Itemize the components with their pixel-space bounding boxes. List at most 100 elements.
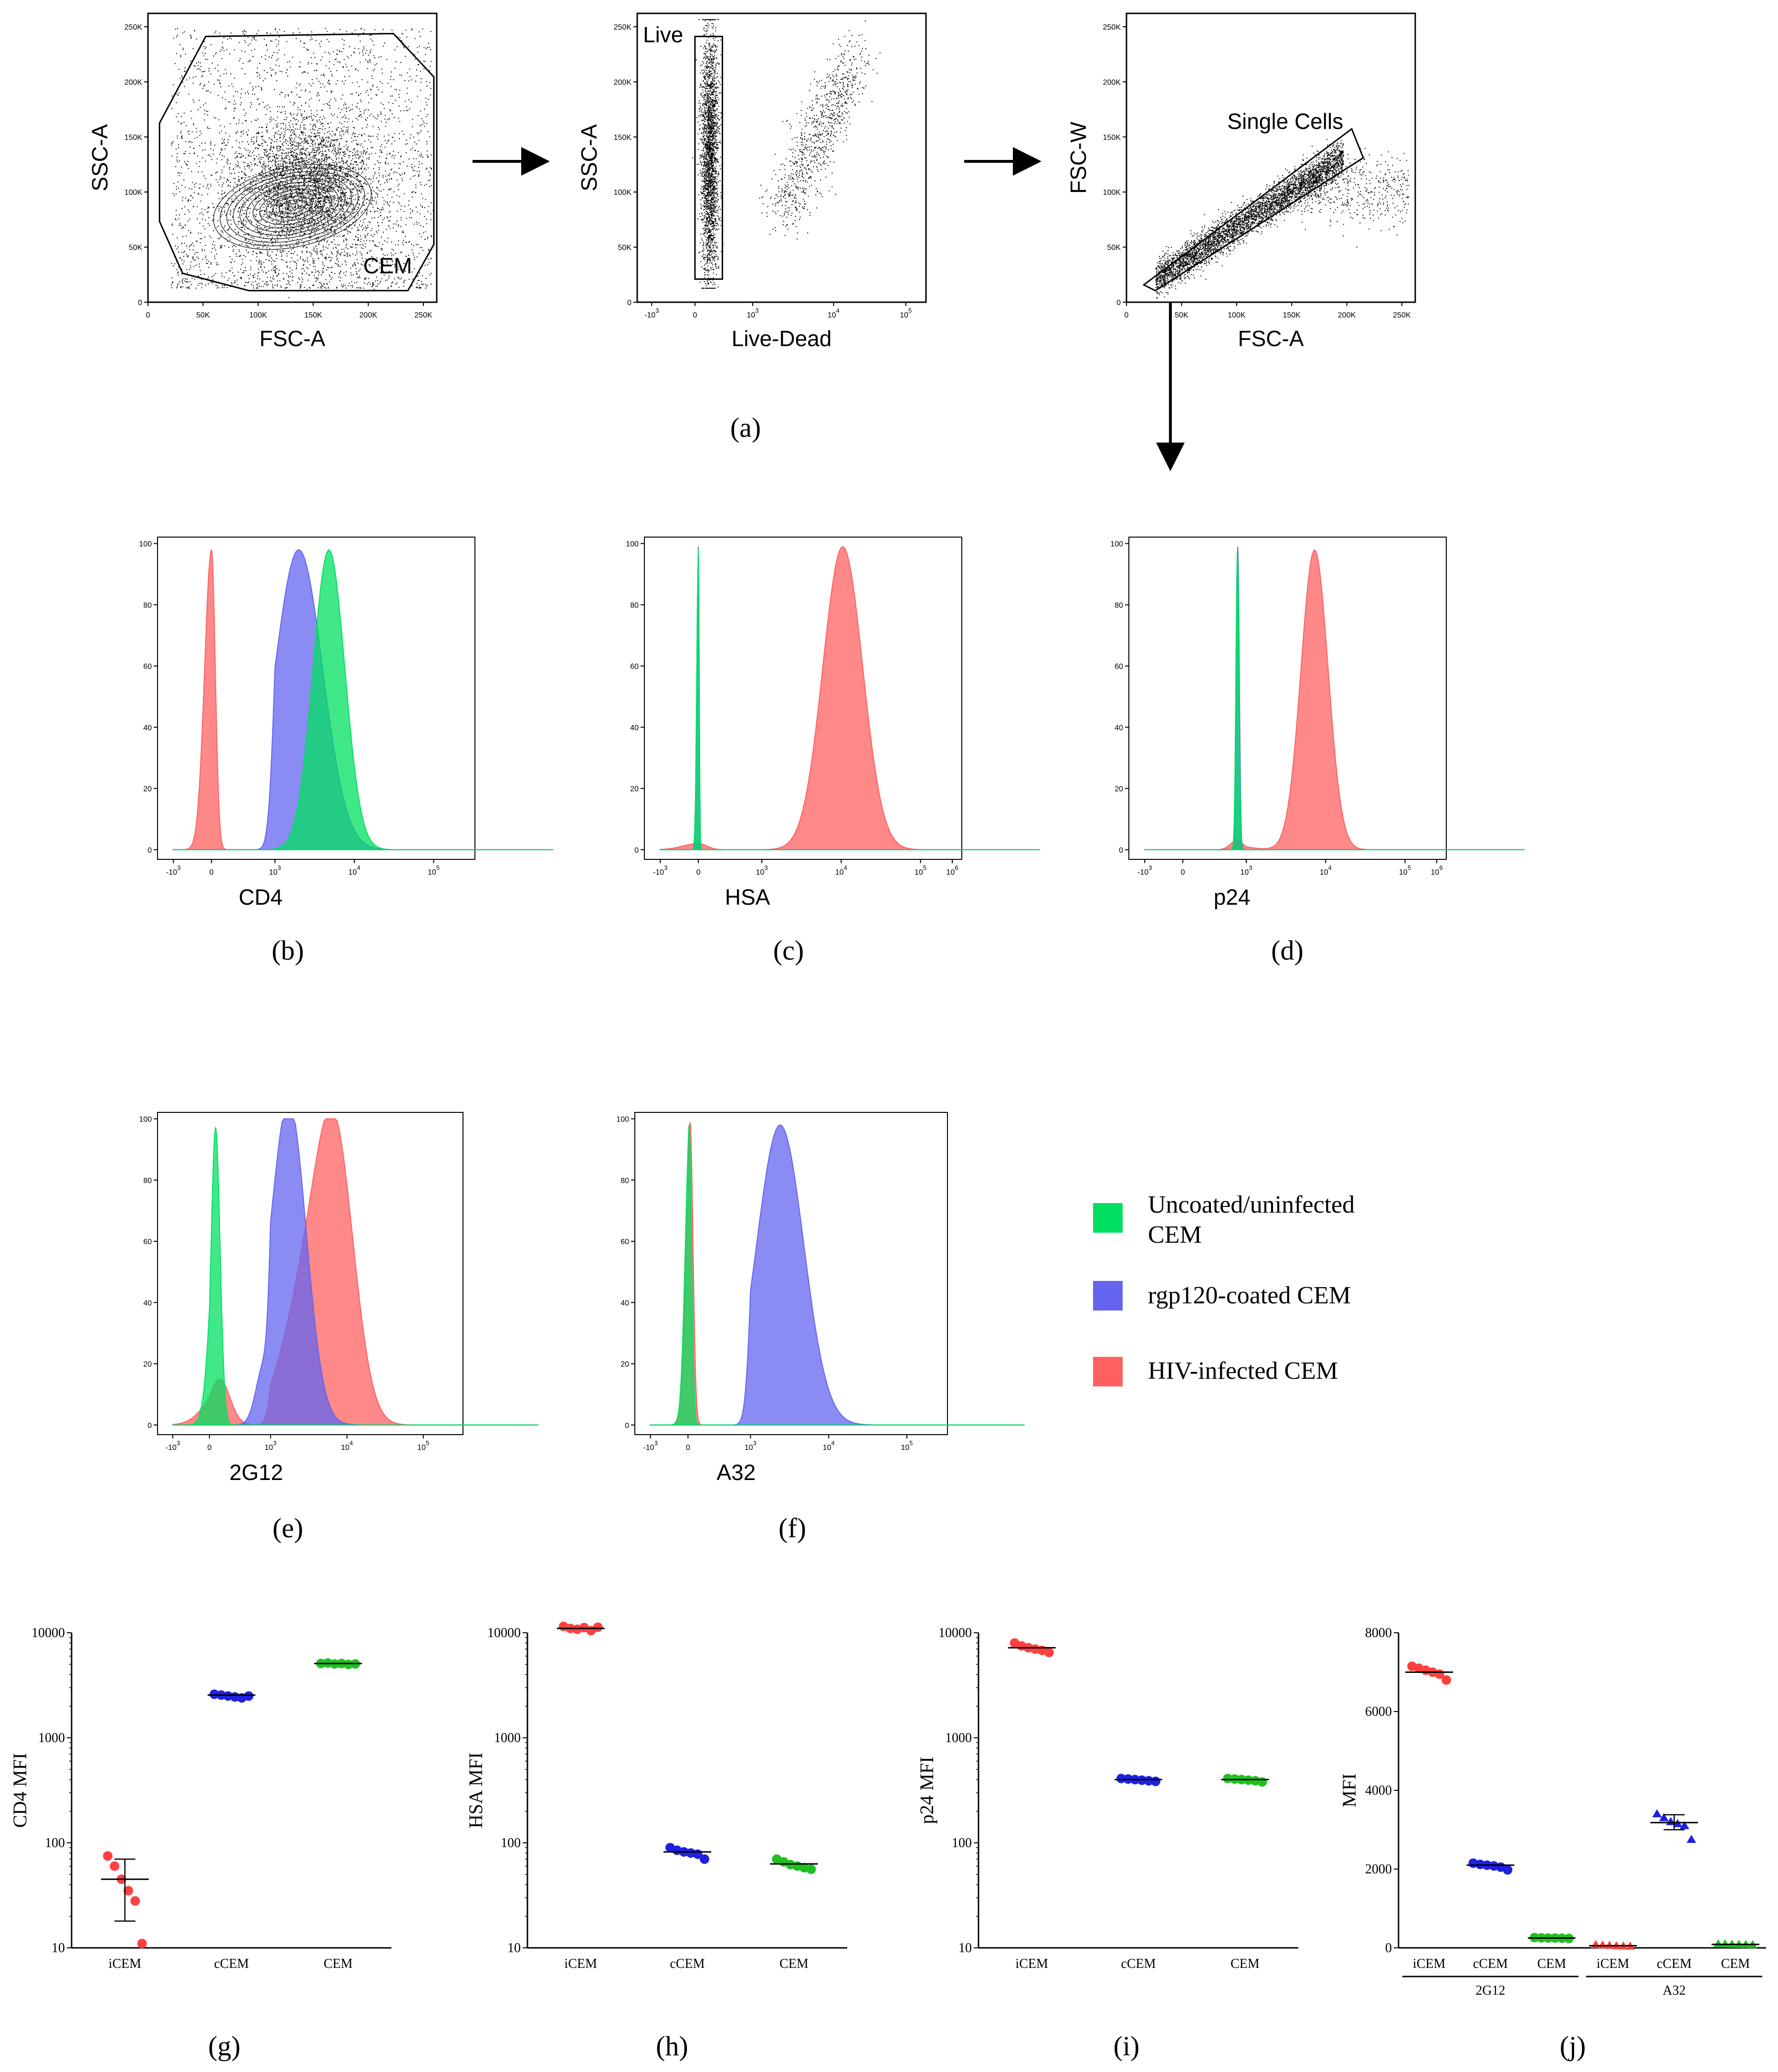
gate-label: CEM — [363, 254, 412, 278]
x-tick-label: 103 — [269, 864, 281, 877]
density-contour — [232, 174, 352, 240]
y-tick-label: 60 — [1115, 663, 1123, 671]
x-tick-label: CEM — [1721, 1956, 1750, 1971]
plot-frame — [1126, 12, 1416, 303]
data-point — [123, 1886, 133, 1896]
x-tick-label: 105 — [417, 1439, 429, 1452]
y-tick-label: 200K — [1103, 78, 1121, 86]
x-axis-label: Live-Dead — [732, 326, 832, 351]
y-tick-label: 100 — [139, 1116, 152, 1124]
x-tick-label: CEM — [1231, 1956, 1260, 1971]
density-contour — [285, 203, 300, 211]
data-point — [110, 1861, 120, 1871]
x-tick-label: iCEM — [1015, 1956, 1048, 1971]
y-tick-label: 1000 — [38, 1731, 65, 1745]
x-tick-label: 105 — [901, 1439, 913, 1452]
mfi-plot-i: 10 100 1000 10000 p24 MFI iCEM cCEM CEM — [916, 1626, 1298, 1971]
y-tick-label: 20 — [621, 1361, 629, 1369]
x-tick-label: CEM — [779, 1956, 809, 1971]
x-tick-label: -103 — [643, 1439, 658, 1452]
y-tick-label: 50K — [618, 244, 632, 252]
x-tick-label: 104 — [823, 1439, 835, 1452]
density-contour — [226, 171, 358, 243]
y-tick-label: 8000 — [1365, 1626, 1392, 1640]
x-tick-label: iCEM — [1597, 1956, 1630, 1971]
legend-swatch-hiv — [1093, 1357, 1123, 1386]
data-point — [1257, 1777, 1267, 1787]
data-point — [1659, 1813, 1669, 1821]
x-tick-label: 106 — [1431, 864, 1443, 877]
y-tick-label: 0 — [1119, 846, 1123, 855]
y-tick-label: 100 — [616, 1116, 629, 1124]
y-tick-label: 20 — [143, 1361, 152, 1369]
y-tick-label: 40 — [621, 1299, 629, 1307]
y-tick-label: 1000 — [945, 1731, 972, 1745]
x-tick-label: 150K — [1283, 311, 1301, 319]
data-point — [343, 1660, 353, 1670]
density-contour — [239, 178, 346, 236]
data-point — [1151, 1776, 1160, 1787]
data-point — [1720, 1939, 1730, 1948]
y-tick-label: 40 — [143, 1299, 152, 1307]
y-tick-label: 40 — [143, 724, 152, 732]
x-tick-label: 0 — [693, 311, 697, 319]
density-contour — [272, 196, 313, 218]
legend-label-hiv: HIV-infected CEM — [1148, 1357, 1338, 1385]
x-tick-label: iCEM — [564, 1956, 597, 1971]
y-tick-label: 40 — [1115, 724, 1123, 732]
x-tick-label: 200K — [359, 311, 378, 319]
x-axis-label: FSC-A — [260, 326, 326, 351]
data-point — [130, 1896, 140, 1906]
x-tick-label: cCEM — [1473, 1956, 1508, 1971]
data-point — [103, 1851, 113, 1861]
x-tick-label: iCEM — [1413, 1956, 1446, 1971]
legend-label-uncoated-line1: Uncoated/uninfected — [1148, 1191, 1355, 1218]
histogram-d: -103 0 103 104 105 106 0 20 40 60 80 100 p24 — [1110, 537, 1525, 909]
legend-label-uncoated-line2: CEM — [1148, 1221, 1202, 1248]
y-tick-label: 1000 — [494, 1731, 521, 1745]
x-axis-label: HSA — [725, 885, 770, 909]
y-tick-label: 80 — [1115, 602, 1123, 610]
data-point — [1652, 1809, 1662, 1818]
histogram-c: -103 0 103 104 105 106 0 20 40 60 80 100 HSA — [626, 537, 1041, 909]
x-tick-label: -103 — [644, 307, 659, 319]
density-contour — [246, 181, 339, 233]
histogram-series-2 — [659, 550, 1041, 850]
density-contour — [259, 189, 326, 225]
plot-frame — [147, 12, 438, 303]
y-tick-label: 80 — [630, 602, 639, 610]
y-tick-label: 0 — [147, 846, 152, 855]
panel-label-g: (g) — [208, 2030, 241, 2061]
legend: Uncoated/uninfected CEM rgp120-coated CE… — [1093, 1191, 1355, 1386]
x-tick-label: CEM — [1537, 1956, 1566, 1971]
x-tick-label: -103 — [166, 1439, 180, 1452]
event-dots — [171, 28, 434, 298]
plot-frame — [1128, 537, 1447, 860]
y-tick-label: 150K — [1103, 134, 1121, 142]
y-tick-label: 100 — [1110, 540, 1123, 549]
x-tick-label: 105 — [900, 307, 912, 319]
y-tick-label: 60 — [630, 663, 639, 671]
y-tick-label: 20 — [630, 785, 639, 793]
y-tick-label: 60 — [143, 1238, 152, 1246]
x-tick-label: 104 — [348, 864, 360, 877]
data-point — [806, 1864, 816, 1874]
y-tick-label: 2000 — [1365, 1862, 1392, 1877]
panel-label-c: (c) — [773, 935, 804, 966]
y-tick-label: 10 — [958, 1941, 972, 1956]
y-tick-label: 250K — [125, 23, 143, 32]
gate-polygon-cem — [158, 32, 435, 292]
x-tick-label: 103 — [1241, 864, 1252, 877]
x-tick-label: 103 — [745, 1439, 757, 1452]
y-tick-label: 0 — [625, 1422, 629, 1430]
x-tick-label: 200K — [1338, 311, 1356, 319]
data-point — [1503, 1865, 1513, 1875]
x-axis-label: FSC-A — [1238, 326, 1304, 351]
group-label: 2G12 — [1475, 1983, 1505, 1998]
data-point — [593, 1622, 603, 1632]
data-point — [1144, 1776, 1154, 1786]
data-point — [1223, 1774, 1233, 1784]
x-tick-label: 250K — [414, 311, 432, 319]
legend-label-rgp120: rgp120-coated CEM — [1148, 1282, 1351, 1309]
